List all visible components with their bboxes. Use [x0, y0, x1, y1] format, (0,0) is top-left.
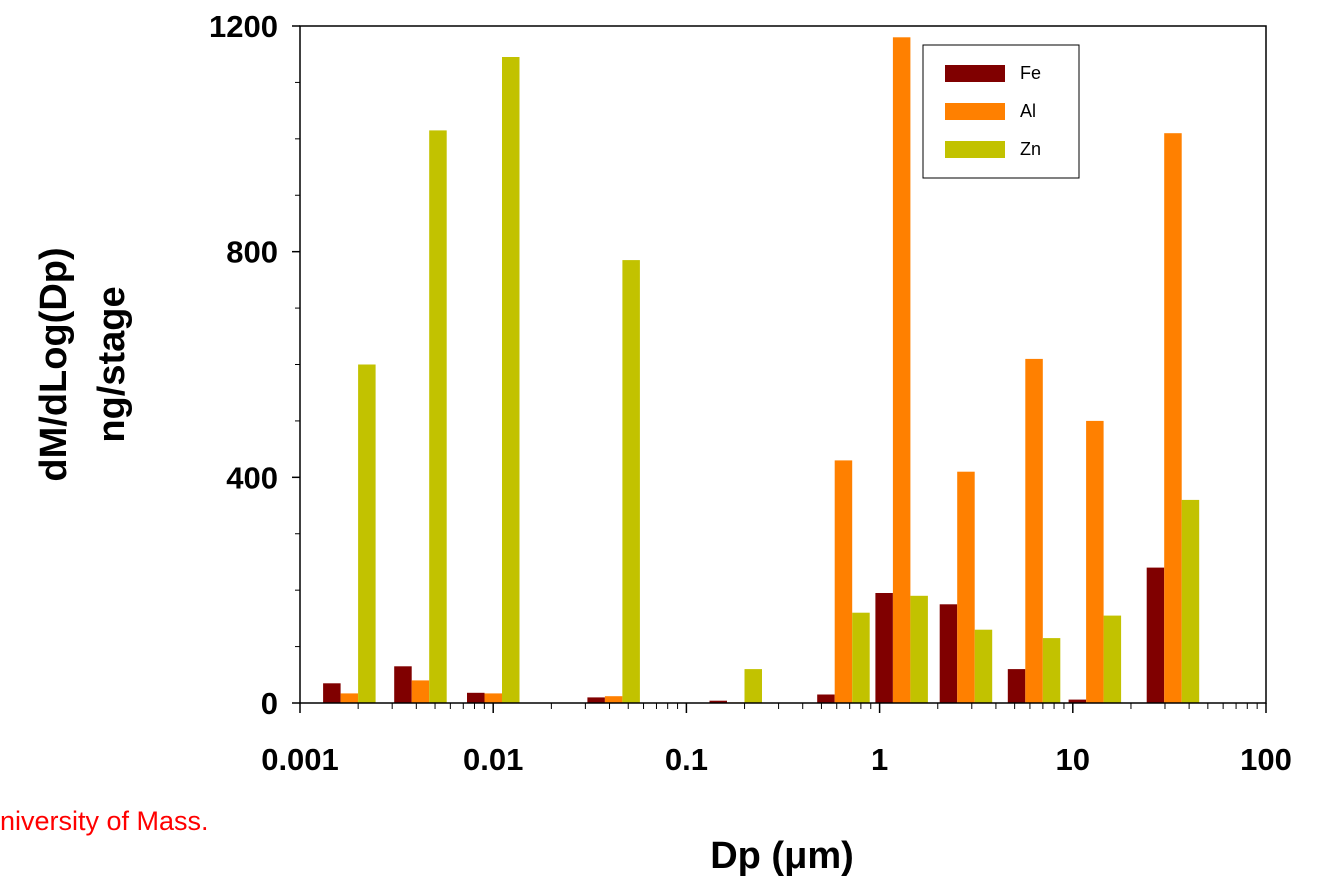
x-tick-label: 10: [1056, 742, 1090, 777]
bar-zn-4: [744, 669, 762, 703]
bar-al-2: [484, 693, 502, 703]
bar-zn-2: [502, 57, 520, 703]
bar-zn-7: [974, 629, 993, 703]
legend: Fe Al Zn: [922, 44, 1080, 179]
bar-al-5: [834, 460, 853, 703]
x-tick-label: 100: [1240, 742, 1292, 777]
bar-fe-7: [939, 604, 958, 703]
bar-al-9: [1086, 420, 1104, 703]
legend-swatch-fe: [945, 65, 1005, 82]
bar-al-1: [411, 680, 430, 703]
y-tick-label: 400: [226, 460, 278, 495]
bar-fe-3: [587, 697, 605, 703]
bar-zn-8: [1042, 638, 1061, 703]
x-tick-label: 0.1: [665, 742, 708, 777]
bar-zn-3: [622, 260, 640, 703]
bar-al-6: [892, 37, 911, 704]
bar-fe-4: [709, 700, 727, 703]
bar-fe-0: [323, 683, 341, 703]
y-axis-title-line-2: ng/stage: [91, 286, 133, 442]
bar-fe-1: [394, 666, 412, 703]
bar-al-3: [604, 696, 623, 703]
bar-fe-9: [1068, 699, 1087, 703]
legend-label-zn: Zn: [1020, 139, 1041, 159]
bar-fe-6: [875, 593, 893, 703]
legend-swatch-zn: [945, 141, 1005, 158]
x-tick-label: 1: [871, 742, 888, 777]
bars: [323, 37, 1200, 704]
credit-text: niversity of Mass.: [0, 806, 209, 836]
x-tick-label: 0.001: [261, 742, 339, 777]
bar-al-0: [340, 693, 359, 703]
bar-zn-1: [429, 130, 447, 703]
bar-zn-9: [1103, 615, 1122, 703]
x-axis-title: Dp (μm): [710, 835, 854, 877]
legend-label-al: Al: [1020, 101, 1036, 121]
bar-zn-10: [1181, 499, 1200, 703]
bar-zn-0: [358, 364, 376, 703]
bar-fe-8: [1007, 669, 1026, 703]
bar-zn-6: [910, 595, 928, 703]
y-axis: 0 400 800 1200: [209, 9, 300, 721]
y-tick-label: 0: [261, 686, 278, 721]
bar-al-7: [957, 471, 975, 703]
y-axis-title: dM/dLog(Dp) ng/stage: [33, 247, 133, 481]
bar-fe-2: [467, 692, 485, 703]
x-axis: 0.001 0.01 0.1 1 10 100: [261, 703, 1292, 777]
bar-al-8: [1025, 358, 1043, 703]
y-tick-label: 1200: [209, 9, 278, 44]
x-tick-label: 0.01: [463, 742, 523, 777]
bar-zn-5: [852, 612, 870, 703]
bar-fe-5: [817, 694, 835, 703]
legend-swatch-al: [945, 103, 1005, 120]
y-tick-label: 800: [226, 235, 278, 270]
y-axis-title-line-1: dM/dLog(Dp): [33, 247, 75, 481]
bar-al-10: [1164, 133, 1182, 703]
legend-label-fe: Fe: [1020, 63, 1041, 83]
bar-fe-10: [1146, 567, 1165, 703]
